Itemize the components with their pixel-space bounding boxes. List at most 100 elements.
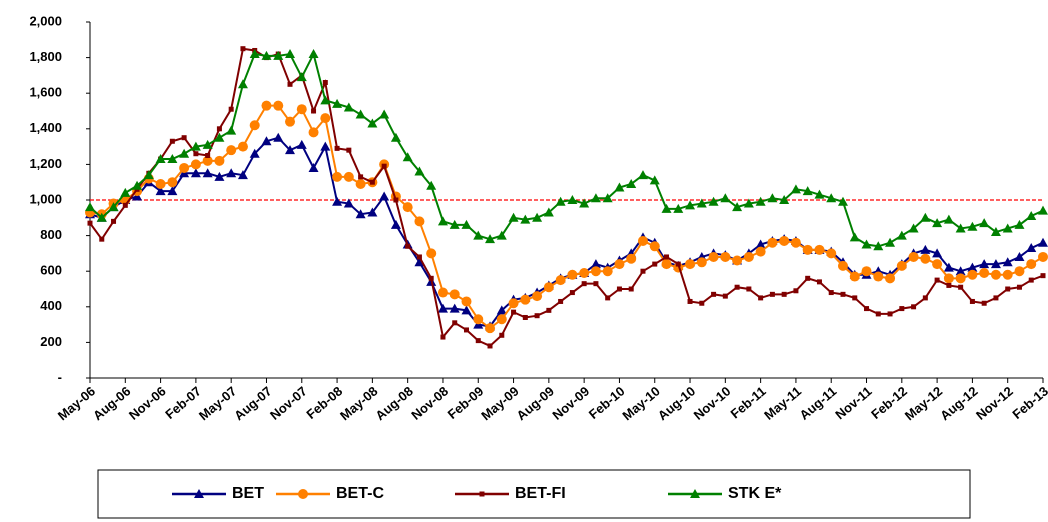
marker [485,323,496,334]
marker [346,147,352,153]
marker [108,202,119,212]
marker [190,141,201,151]
marker [226,168,237,178]
marker [602,266,613,277]
marker [979,259,990,269]
marker [381,163,387,169]
x-tick-label: May-06 [55,383,98,423]
marker [99,236,105,242]
marker [1038,205,1048,215]
marker [743,251,754,262]
marker [967,262,978,272]
marker [887,311,893,317]
marker [699,300,705,306]
marker [755,246,766,257]
marker [793,288,799,294]
marker [628,286,634,292]
marker [379,109,390,119]
marker [790,184,801,194]
marker [285,116,296,127]
marker [1014,219,1025,229]
marker [816,279,822,285]
marker [849,232,860,242]
marker [96,212,107,222]
marker [652,261,658,267]
marker [240,46,246,52]
marker [273,132,284,142]
x-tick-label: Nov-10 [691,383,734,422]
legend-label: BET [232,485,264,502]
marker [979,267,990,278]
marker [226,145,237,156]
marker [708,251,719,262]
marker [202,139,213,149]
marker [343,102,354,112]
marker [226,125,237,135]
marker [602,193,613,203]
marker [958,284,964,290]
x-tick-label: Nov-12 [973,383,1016,422]
marker [896,230,907,240]
marker [790,237,801,248]
marker [864,306,870,312]
marker [734,284,740,290]
y-tick-label: 2,000 [29,13,62,28]
marker [532,291,543,302]
x-tick-label: Aug-12 [937,383,980,423]
x-tick-label: Nov-08 [408,383,451,422]
x-tick-label: Aug-10 [655,383,698,423]
marker [202,155,213,166]
marker [946,282,952,288]
marker [249,49,260,59]
legend-marker [194,489,204,498]
marker [814,189,825,199]
marker [155,178,166,189]
marker [1038,237,1048,247]
marker [955,266,966,276]
marker [534,313,540,319]
marker [932,218,943,228]
legend-label: STK E* [728,485,782,502]
marker [449,219,460,229]
marker [285,49,296,59]
marker [967,221,978,231]
marker [943,273,954,284]
marker [687,298,693,304]
marker [216,126,222,132]
marker [861,266,872,277]
marker [1002,257,1013,267]
marker [508,298,519,309]
marker [955,273,966,284]
y-tick-label: 400 [40,298,62,313]
marker [522,314,528,320]
marker [649,241,660,252]
marker [308,49,319,59]
marker [405,243,411,249]
marker [755,239,766,249]
marker [155,186,166,196]
marker [449,289,460,300]
marker [593,281,599,287]
legend-marker [298,489,308,499]
marker [214,171,225,181]
marker [802,186,813,196]
marker [214,132,225,142]
marker [899,306,905,312]
marker [237,79,248,89]
marker [767,237,778,248]
y-tick-label: - [58,369,62,384]
marker [873,241,884,251]
y-tick-label: 200 [40,334,62,349]
marker [461,296,472,307]
marker [981,300,987,306]
marker [273,100,284,111]
y-tick-label: 600 [40,263,62,278]
marker [637,170,648,180]
marker [205,153,211,158]
legend-label: BET-FI [515,485,566,502]
marker [720,193,731,203]
marker [605,295,611,301]
marker [579,198,590,208]
marker [496,230,507,240]
marker [1002,223,1013,233]
